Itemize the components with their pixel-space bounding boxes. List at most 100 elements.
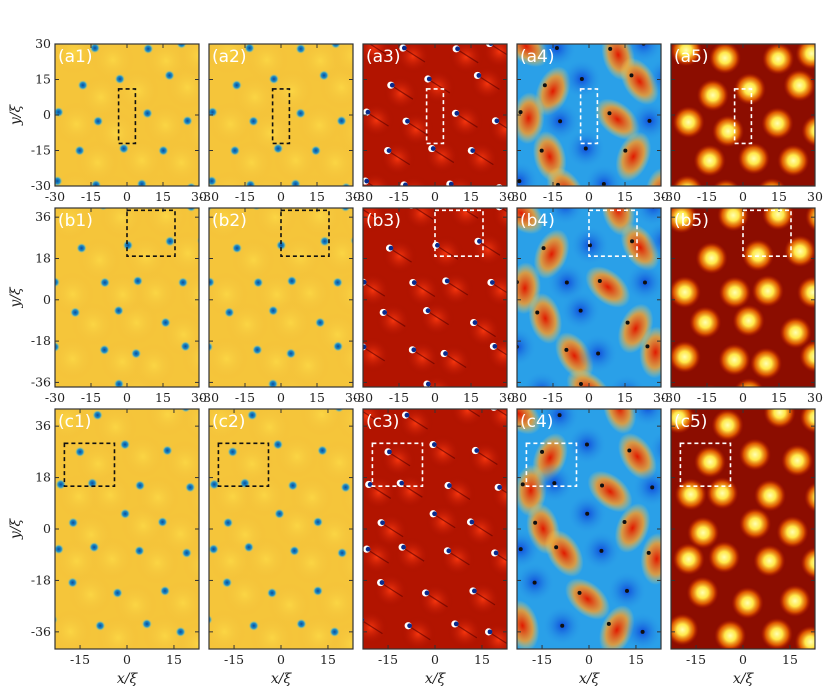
density-peak [779,316,812,349]
density-peak [762,44,795,75]
panel-label: (c3) [366,412,399,432]
highlight-box [126,209,176,257]
vortex-core [247,410,258,421]
density-peak [753,544,786,577]
x-tick-label: 15 [463,390,479,405]
vortex-core [295,44,306,54]
vortex-core [243,542,254,553]
vortex-core [334,409,344,413]
x-tick-label: 30 [499,189,515,204]
vortex-core [244,44,255,54]
density-peak [796,276,815,309]
vortex-core [135,480,146,491]
x-tick-label: -15 [543,189,563,204]
x-tick-label: -15 [224,652,244,667]
vortex-core [229,145,240,156]
highlight-box [117,88,137,145]
panel-label: (c4) [520,412,553,432]
x-tick-label: 0 [431,189,439,204]
vortex-core [318,70,329,81]
x-tick-label: -15 [81,390,101,405]
vortex-point [509,406,513,410]
panel-b5: (b5) [670,207,816,388]
x-tick-label: 15 [309,390,325,405]
panel-label: (a4) [520,47,555,67]
density-peak [708,541,741,574]
vortex-core [99,344,110,355]
vortex-point [597,278,602,283]
panel-a3: (a3) [362,43,508,187]
x-axis-label: x/ξ [425,671,447,687]
density-peak [731,586,764,619]
vortex-point [564,280,569,285]
x-tick-label: 15 [155,189,171,204]
density-peak [800,547,815,579]
x-tick-label: -30 [199,390,219,405]
density-peak [783,69,815,102]
density-peak [671,208,698,234]
vortex-core [312,585,323,596]
x-tick-label: 0 [123,189,131,204]
vortex-core [118,143,129,154]
density-peak [734,378,764,387]
density-peak [801,115,815,147]
x-tick-label: 0 [585,390,593,405]
vortex-point [554,46,559,51]
vortex-point [601,182,606,186]
panel-label: (b1) [58,211,93,231]
vortex-core [245,179,256,186]
panel-b2: (b2) [208,207,354,388]
vortex-core [272,439,283,450]
vortex-core [248,116,259,127]
vortex-core [186,208,197,212]
vortex-dipole [454,399,461,406]
vortex-point [579,77,584,82]
panel-a5: (a5) [670,43,816,187]
vortex-core [312,517,323,528]
panel-label: (c2) [212,412,245,432]
x-tick-label: -15 [235,390,255,405]
vortex-core [55,277,60,288]
density-peak [671,276,701,309]
x-tick-label: 30 [807,189,823,204]
panel-label: (b4) [520,211,555,231]
vortex-core [158,145,169,156]
vortex-point [564,347,569,352]
vortex-core [134,545,145,556]
vortex-core [182,115,193,126]
x-tick-label: -30 [353,189,373,204]
vortex-core [55,479,66,490]
density-peak [762,208,795,231]
panel-label: (a3) [366,47,401,67]
panel-label: (b2) [212,211,247,231]
density-peak [689,306,722,339]
highlight-box [679,442,732,487]
vortex-point [608,202,612,206]
x-tick-label: 15 [309,189,325,204]
vortex-point [516,38,520,42]
panel-c5: (c5) [670,408,816,650]
x-tick-label: 30 [191,390,207,405]
density-peak [737,142,770,175]
x-tick-label: 0 [739,390,747,405]
panel-a1: (a1) [54,43,200,187]
vortex-point [539,148,544,153]
density-peak [672,106,705,139]
density-peak [778,584,811,617]
vortex-point [622,520,627,525]
density-peak [717,208,750,232]
x-tick-label: -15 [697,189,717,204]
x-tick-label: -30 [507,189,527,204]
density-peak [686,576,719,609]
vortex-point [662,239,666,243]
density-peak [694,445,727,478]
highlight-box [371,442,424,487]
vortex-core [177,277,188,288]
vortex-dipole [495,208,503,211]
vortex-core [76,243,87,254]
vortex-core [181,409,191,413]
x-tick-label: -15 [378,652,398,667]
density-peak [739,507,772,540]
vortex-core [131,348,142,359]
